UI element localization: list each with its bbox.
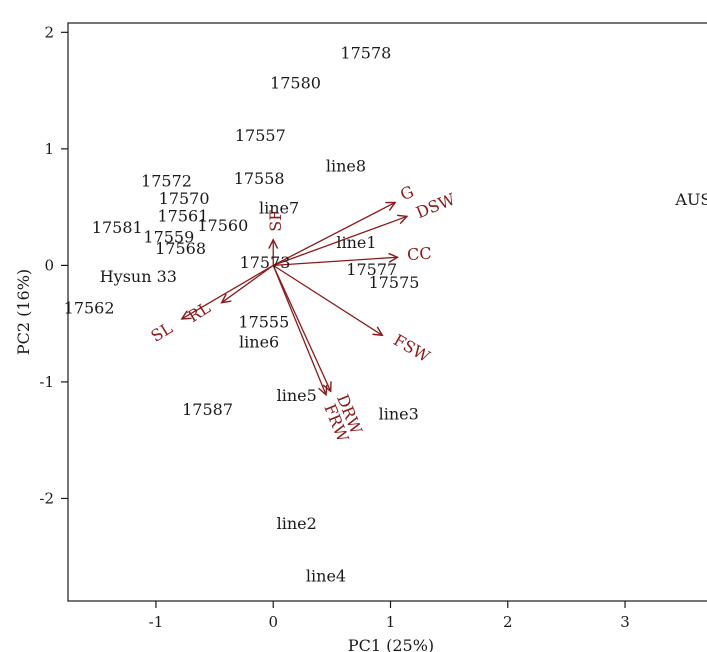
point-label: 17575: [369, 273, 420, 292]
point-label: 17572: [141, 171, 192, 190]
y-tick-label: 2: [44, 23, 54, 41]
point-label: line8: [326, 156, 366, 175]
loading-label: G: [398, 182, 417, 204]
x-axis-title: PC1 (25%): [348, 636, 434, 652]
loading-label: SL: [147, 318, 176, 346]
loading-arrow: [273, 257, 397, 267]
point-label: 17580: [270, 74, 321, 93]
point-label: 17555: [238, 312, 289, 331]
loading-arrow: [273, 216, 407, 266]
x-tick-label: 2: [503, 613, 513, 631]
x-tick-label: 1: [386, 613, 396, 631]
point-label: line4: [306, 567, 346, 586]
point-label: 17568: [155, 239, 206, 258]
point-label: line3: [379, 405, 419, 424]
loading-label: FSW: [390, 330, 433, 366]
point-label: 17557: [235, 126, 286, 145]
point-label: 17577: [346, 260, 397, 279]
loading-arrow: [182, 264, 274, 319]
point-label: line5: [277, 386, 317, 405]
point-label: 17573: [240, 253, 291, 272]
point-label: 17587: [182, 400, 233, 419]
y-tick-label: 0: [44, 256, 54, 274]
loading-arrow: [222, 264, 274, 302]
y-tick-label: 1: [44, 140, 54, 158]
x-tick-label: -1: [149, 613, 164, 631]
y-tick-label: -1: [39, 373, 54, 391]
point-label: 17578: [340, 43, 391, 62]
point-label: 17581: [92, 218, 143, 237]
point-label: AUSUN: [674, 190, 707, 209]
loading-label: DSW: [413, 189, 458, 222]
x-tick-label: 0: [268, 613, 278, 631]
point-label: 17558: [234, 169, 285, 188]
point-label: line2: [277, 514, 317, 533]
loading-label: CC: [406, 244, 432, 265]
point-label: line7: [259, 198, 299, 217]
point-label: 17570: [159, 189, 210, 208]
loading-arrow: [272, 265, 326, 394]
point-label: 17560: [197, 216, 248, 235]
y-axis-title: PC2 (16%): [14, 269, 33, 355]
point-label: 17559: [143, 227, 194, 246]
point-label: Hysun 33: [100, 267, 177, 286]
loading-arrow: [272, 264, 382, 335]
point-label: 17561: [157, 206, 208, 225]
loading-arrow: [272, 265, 330, 391]
point-label: line6: [239, 332, 279, 351]
y-tick-label: -2: [39, 489, 54, 507]
axis-ticks: -1 0 1 2 3 -2 -1 0 1 2: [39, 23, 629, 631]
plot-frame: [67, 22, 707, 602]
point-label: 17562: [64, 299, 115, 318]
observation-labels: 17578 17580 17557 line8 17572 17558 17570 AUSUN…: [64, 43, 707, 585]
loading-arrow: [272, 202, 395, 266]
loading-label: SF: [266, 210, 285, 232]
x-tick-label: 3: [620, 613, 630, 631]
point-label: line1: [336, 233, 376, 252]
